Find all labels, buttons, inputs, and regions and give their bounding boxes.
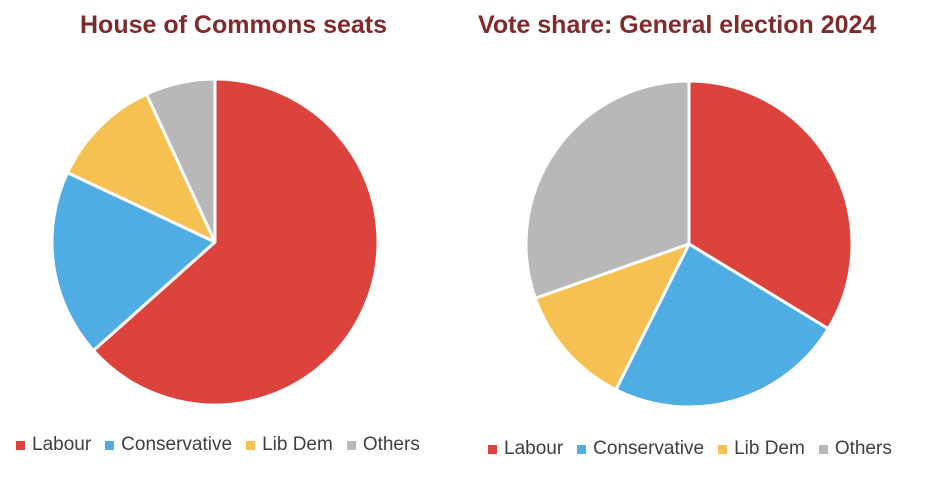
- vote-share-chart-panel: Vote share: General election 2024 Labour…: [470, 0, 942, 480]
- vote-share-legend-label-conservative: Conservative: [593, 438, 705, 459]
- seats-legend-item-others: Others: [346, 434, 420, 456]
- seats-slice-conservative: [50, 171, 217, 353]
- seats-legend-swatch-others: [346, 440, 356, 450]
- vote-share-legend-label-lib-dem: Lib Dem: [734, 438, 805, 459]
- vote-share-slice-lib-dem: [533, 242, 691, 392]
- seats-slice-others: [145, 77, 217, 244]
- vote-share-legend-swatch-conservative: [577, 444, 587, 454]
- seats-legend-label-others: Others: [362, 434, 420, 455]
- vote-share-legend-item-conservative: Conservative: [577, 438, 704, 460]
- vote-share-legend-swatch-lib-dem: [718, 444, 728, 454]
- seats-legend-swatch-conservative: [105, 440, 115, 450]
- seats-legend-label-labour: Labour: [32, 434, 92, 455]
- seats-pie-chart: [50, 77, 380, 407]
- vote-share-slice-others: [524, 79, 691, 300]
- seats-legend-swatch-labour: [16, 440, 25, 450]
- seats-legend-item-labour: Labour: [16, 434, 91, 456]
- seats-slice-lib-dem: [66, 92, 217, 244]
- vote-share-legend-swatch-labour: [488, 444, 497, 454]
- seats-legend-swatch-lib-dem: [246, 440, 256, 450]
- vote-share-slice-labour: [687, 79, 854, 331]
- seats-slice-labour: [91, 77, 380, 407]
- seats-legend-label-conservative: Conservative: [121, 434, 233, 455]
- vote-share-chart-title: Vote share: General election 2024: [478, 11, 877, 39]
- vote-share-legend-item-labour: Labour: [488, 438, 563, 460]
- vote-share-legend-item-lib-dem: Lib Dem: [718, 438, 805, 460]
- vote-share-legend-label-others: Others: [834, 438, 892, 459]
- vote-share-chart-legend: Labour Conservative Lib Dem Others: [488, 438, 906, 460]
- seats-chart-panel: House of Commons seats Labour Conservativ…: [0, 0, 470, 480]
- seats-chart-legend: Labour Conservative Lib Dem Others: [16, 434, 434, 456]
- vote-share-pie-chart: [524, 79, 854, 409]
- seats-legend-item-conservative: Conservative: [105, 434, 232, 456]
- vote-share-legend-swatch-others: [818, 444, 828, 454]
- vote-share-legend-item-others: Others: [818, 438, 892, 460]
- seats-legend-label-lib-dem: Lib Dem: [262, 434, 333, 455]
- seats-chart-title: House of Commons seats: [80, 11, 388, 39]
- vote-share-legend-label-labour: Labour: [504, 438, 564, 459]
- seats-legend-item-lib-dem: Lib Dem: [246, 434, 333, 456]
